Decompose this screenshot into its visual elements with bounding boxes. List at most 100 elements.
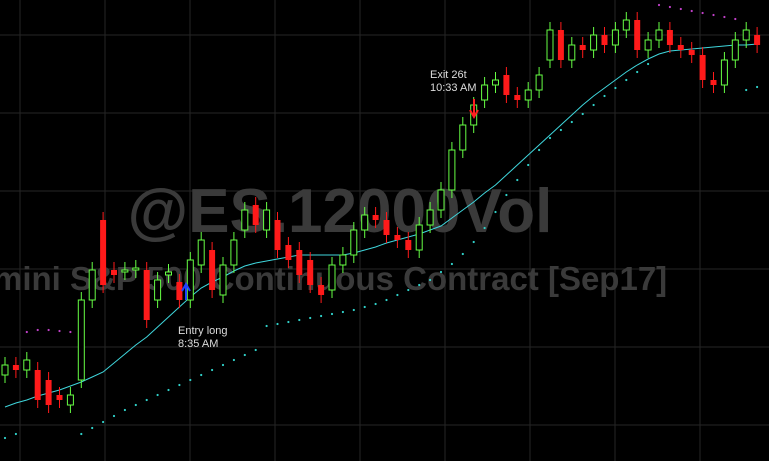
candle-body bbox=[655, 29, 663, 41]
candle-body bbox=[241, 209, 249, 231]
candle-body bbox=[754, 35, 761, 45]
candle-body bbox=[66, 394, 74, 406]
sar-dot bbox=[69, 330, 72, 334]
sar-dot bbox=[330, 312, 334, 316]
candle-body bbox=[634, 20, 641, 50]
sar-dot bbox=[320, 314, 323, 318]
candle-body bbox=[263, 209, 271, 231]
sar-dot bbox=[211, 368, 214, 372]
sar-dot bbox=[461, 252, 464, 256]
candle-body bbox=[274, 220, 281, 250]
sar-dot bbox=[614, 86, 617, 90]
sar-dot bbox=[112, 414, 116, 418]
candle-body bbox=[176, 282, 183, 300]
candle-body bbox=[459, 124, 467, 151]
sar-dot bbox=[636, 70, 639, 74]
candle-body bbox=[677, 45, 684, 50]
candle-body bbox=[307, 260, 314, 285]
candle-body bbox=[132, 267, 140, 271]
candle-body bbox=[492, 79, 499, 86]
sar-dot bbox=[14, 432, 17, 436]
candle-body bbox=[731, 39, 739, 61]
sar-dot bbox=[36, 328, 39, 332]
sar-dot bbox=[200, 373, 203, 377]
watermark: @ES.12000Vol bbox=[128, 177, 553, 246]
sar-dot bbox=[657, 3, 661, 7]
sar-dot bbox=[559, 128, 563, 132]
sar-dot bbox=[221, 363, 225, 367]
candle-body bbox=[77, 299, 85, 381]
sar-dot bbox=[647, 62, 650, 66]
candle-body bbox=[111, 270, 117, 275]
candle-body bbox=[350, 229, 358, 256]
sar-dot bbox=[429, 278, 432, 282]
candle-body bbox=[209, 250, 216, 290]
sar-dot bbox=[47, 328, 50, 332]
sar-dot bbox=[3, 436, 7, 440]
candle-body bbox=[88, 269, 96, 301]
candle-body bbox=[23, 359, 31, 371]
candle-body bbox=[666, 30, 673, 45]
candle-body bbox=[535, 74, 543, 91]
sar-dot bbox=[439, 270, 443, 274]
annotation-time: 10:33 AM bbox=[430, 82, 476, 94]
candle-body bbox=[219, 264, 227, 296]
sar-dot bbox=[298, 318, 301, 322]
candle-body bbox=[688, 50, 695, 55]
sar-dot bbox=[745, 88, 748, 92]
candle-body bbox=[568, 44, 576, 61]
candle-body bbox=[186, 259, 194, 301]
sar-dot bbox=[505, 193, 508, 197]
sar-dot bbox=[483, 226, 486, 230]
exit-arrow bbox=[469, 99, 479, 120]
sar-dot bbox=[418, 283, 421, 287]
candle-body bbox=[143, 270, 150, 320]
candle-body bbox=[339, 254, 347, 266]
candle-body bbox=[165, 271, 172, 276]
candle-body bbox=[448, 149, 456, 191]
candle-body bbox=[720, 59, 728, 86]
sar-dot bbox=[734, 17, 737, 21]
sar-dot bbox=[80, 432, 83, 436]
sar-dot bbox=[690, 9, 693, 13]
candle-body bbox=[622, 19, 630, 31]
annotation-text: Exit 26t bbox=[430, 69, 467, 81]
sar-dot bbox=[374, 302, 377, 306]
exit-annotation: Exit 26t 10:33 AM bbox=[430, 69, 479, 120]
sar-dot bbox=[341, 310, 344, 314]
candle-body bbox=[503, 75, 510, 95]
candle-body bbox=[285, 245, 292, 260]
sar-dot bbox=[723, 15, 726, 19]
candle-body bbox=[590, 34, 598, 51]
sar-dot bbox=[145, 398, 148, 402]
sar-dot bbox=[538, 148, 541, 152]
sar-dot bbox=[625, 78, 628, 82]
sar-dot bbox=[91, 426, 94, 430]
entry-arrow bbox=[181, 281, 191, 300]
candle-body bbox=[546, 29, 554, 61]
sar-dot bbox=[102, 420, 105, 424]
sar-dot bbox=[570, 120, 573, 124]
sar-dot bbox=[396, 293, 399, 297]
entry-annotation: Entry long 8:35 AM bbox=[178, 281, 228, 350]
candle-body bbox=[383, 220, 390, 235]
candle-body bbox=[437, 189, 445, 211]
sar-dot bbox=[516, 178, 519, 182]
sar-dot bbox=[592, 103, 595, 107]
plot-area bbox=[1, 3, 761, 440]
candle-body bbox=[514, 95, 521, 100]
candle-body bbox=[318, 285, 325, 295]
candle-body bbox=[372, 215, 379, 220]
sar-dot bbox=[712, 13, 715, 17]
sar-dot bbox=[309, 316, 312, 320]
sar-dot bbox=[701, 11, 704, 15]
sar-dot bbox=[679, 7, 682, 11]
candle-body bbox=[557, 30, 564, 60]
candle-body bbox=[56, 395, 63, 400]
candle-body bbox=[481, 84, 489, 101]
candle-body bbox=[426, 209, 434, 226]
sar-dot bbox=[243, 353, 246, 357]
candle-body bbox=[699, 55, 706, 80]
sar-dot bbox=[167, 388, 170, 392]
candle-body bbox=[611, 29, 619, 46]
